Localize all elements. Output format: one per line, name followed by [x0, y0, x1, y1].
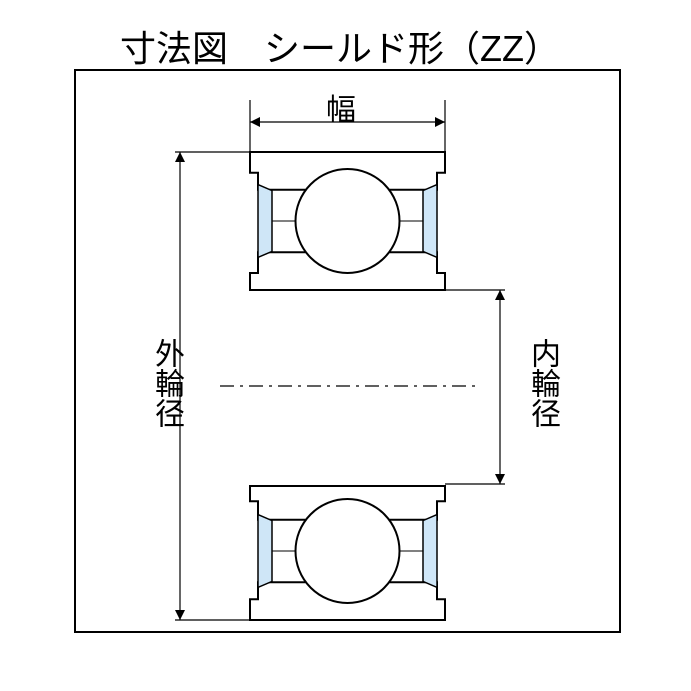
width-label: 幅 — [326, 85, 356, 129]
diagram-container: 寸法図 シールド形（ZZ） 幅 外輪径 内輪径 — [0, 0, 691, 691]
outer-diameter-label: 外輪径 — [144, 338, 188, 428]
inner-diameter-label: 内輪径 — [520, 338, 564, 428]
